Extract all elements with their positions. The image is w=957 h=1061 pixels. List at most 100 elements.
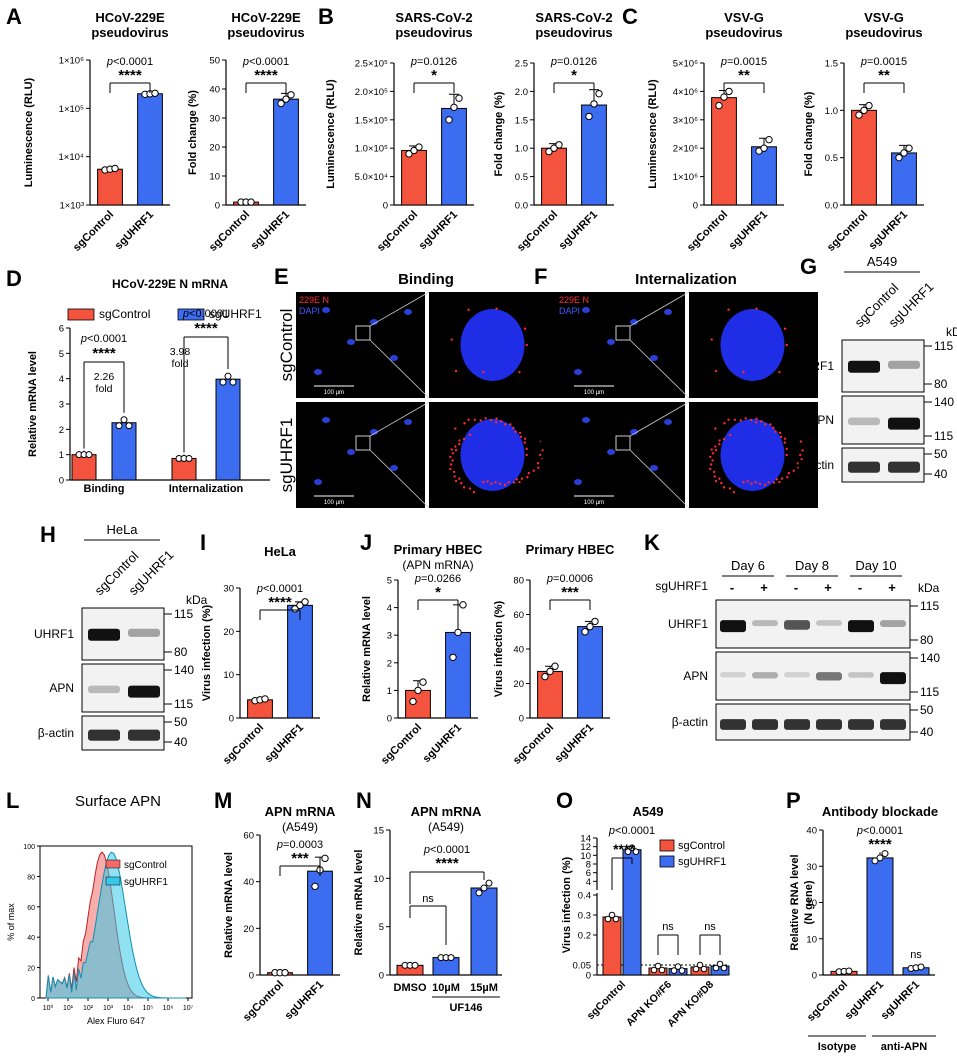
p-value: p=0.0266 [414,573,461,585]
red-puncta [779,435,783,439]
blot-band [128,685,160,698]
y-tick-label: 0.3 [578,911,591,922]
bar [470,887,498,976]
red-puncta [486,480,489,483]
data-point [419,678,427,686]
blot-membrane [715,651,911,701]
y-tick-label: 100 [23,844,35,851]
y-tick-label: 0.0 [515,201,528,212]
data-point [405,150,413,158]
y-tick-label: 0 [31,996,35,1003]
red-puncta [495,307,498,310]
red-puncta [507,481,510,484]
y-tick-label: 5 [59,349,64,360]
nucleus [650,355,658,361]
red-puncta [490,482,493,485]
ns-label: ns [422,893,434,905]
y-axis-label: Luminescence (RLU) [325,79,337,189]
red-puncta [714,427,717,430]
y-tick-label: 2.5×10⁵ [355,59,388,70]
red-puncta [798,453,802,457]
chart-title: SARS-CoV-2 [535,10,612,25]
y-tick-label: 4 [387,603,392,614]
bar [287,604,313,719]
data-point [632,848,640,856]
y-tick-label: 0 [586,971,591,982]
y-tick-label: 0.05 [573,961,592,972]
ns-label: ns [910,949,922,961]
fold-label: 3.98 [170,346,191,358]
y-tick-label: 1×10⁶ [59,56,84,67]
chart-title: pseudovirus [227,25,304,40]
y-tick-label: 14 [580,834,591,845]
data-point [845,967,853,975]
red-puncta [769,423,772,426]
data-point [900,149,908,157]
lane-sign: + [824,580,832,595]
red-puncta [450,338,453,341]
red-puncta [460,481,463,485]
chart-title: VSV-G [864,10,904,25]
y-axis-label: Luminescence (RLU) [23,77,35,187]
red-puncta [754,421,758,424]
red-puncta [526,475,529,479]
red-puncta [780,477,784,480]
data-point [459,601,467,609]
y-tick-label: 20 [806,898,817,909]
y-axis-label: Virus infection (%) [493,600,505,697]
data-point [624,848,632,856]
chart-title: pseudovirus [91,25,168,40]
x-tick-label: sgUHRF1 [553,722,596,765]
day-label: Day 10 [855,558,896,573]
x-tick-label: sgControl [71,209,116,254]
y-tick-label: 2.0 [515,87,528,98]
blot-band [784,719,810,730]
blot-band [128,729,160,741]
y-tick-label: 20 [223,627,234,638]
red-puncta [760,420,763,423]
data-point [678,967,686,974]
marker-label: 115 [920,685,939,699]
zoom-box [355,435,371,451]
y-tick-label: 2.0×10⁵ [355,87,388,98]
data-point [287,91,295,99]
data-point [261,695,269,703]
nucleus [404,309,412,315]
nucleus [650,465,658,471]
y-tick-label: 1×10⁴ [59,152,84,163]
red-puncta [778,370,781,374]
y-axis-label: % of max [6,903,16,941]
red-puncta [744,417,747,420]
y-tick-label: 40 [27,935,35,942]
red-puncta [538,453,542,457]
red-puncta [518,431,522,435]
red-puncta [778,431,782,435]
panel-letter: N [356,788,372,813]
chart-title: Primary HBEC [394,542,483,557]
red-puncta [454,369,458,373]
data-point [720,93,728,101]
blot-membrane [715,599,911,649]
bar [111,422,137,481]
red-puncta [711,459,714,462]
y-tick-label: 1×10³ [59,201,84,212]
chart-title: pseudovirus [845,25,922,40]
red-puncta [494,421,498,424]
data-point [311,882,319,891]
red-puncta [727,308,730,311]
red-puncta [718,439,721,442]
marker-label: 40 [934,467,948,481]
data-point [415,143,423,151]
red-puncta [749,418,753,422]
red-puncta [452,470,456,474]
p-value: p=0.0006 [546,573,593,585]
y-tick-label: 1.5×10⁵ [355,115,388,126]
sig-stars: **** [268,594,292,611]
legend-swatch [659,855,675,868]
red-puncta [742,370,745,374]
y-tick-label: 20 [243,924,254,935]
red-puncta [775,478,778,481]
nucleus [390,355,398,361]
x-tick-label: sgUHRF1 [557,209,600,252]
zoom-line [629,339,690,399]
